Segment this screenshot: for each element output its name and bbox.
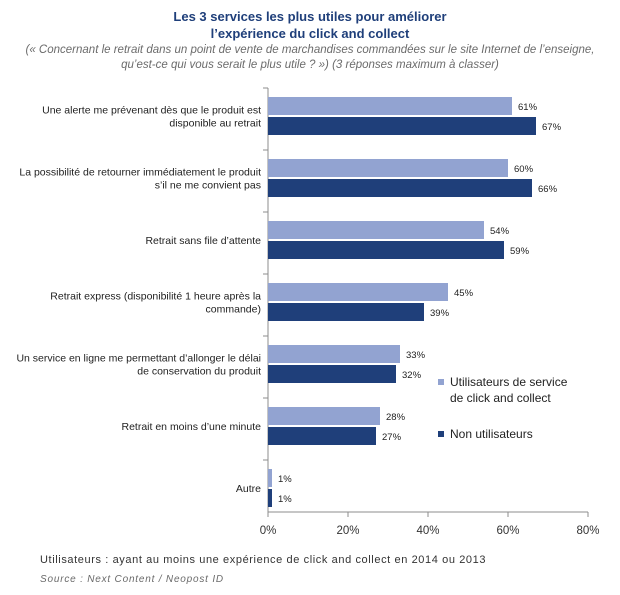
legend-label: Utilisateurs de service — [450, 375, 568, 389]
bar-users — [268, 469, 272, 487]
bar-non-users — [268, 117, 536, 135]
data-label: 60% — [514, 164, 534, 175]
data-label: 32% — [402, 370, 422, 381]
category-label: Retrait express (disponibilité 1 heure a… — [50, 291, 261, 303]
chart-title-line-2: l’expérience du click and collect — [210, 26, 410, 41]
data-label: 54% — [490, 226, 510, 237]
data-label: 39% — [430, 308, 450, 319]
data-label: 28% — [386, 412, 406, 423]
data-label: 67% — [542, 122, 562, 133]
legend-swatch — [438, 379, 444, 385]
category-label: commande) — [206, 304, 261, 316]
x-tick-label: 20% — [336, 525, 359, 537]
x-tick-label: 60% — [496, 525, 519, 537]
category-label: disponible au retrait — [169, 118, 261, 130]
bar-non-users — [268, 365, 396, 383]
chart-subtitle: (« Concernant le retrait dans un point d… — [10, 43, 610, 73]
category-label: Un service en ligne me permettant d’allo… — [16, 353, 261, 365]
bar-users — [268, 97, 512, 115]
footnote: Utilisateurs : ayant au moins une expéri… — [40, 554, 487, 566]
data-label: 66% — [538, 184, 558, 195]
bar-users — [268, 407, 380, 425]
category-label: La possibilité de retourner immédiatemen… — [19, 167, 261, 179]
data-label: 1% — [278, 494, 292, 505]
category-label: s’il ne me convient pas — [155, 180, 261, 192]
bar-non-users — [268, 489, 272, 507]
legend-label: Non utilisateurs — [450, 427, 533, 441]
data-label: 33% — [406, 350, 426, 361]
legend-label: de click and collect — [450, 391, 551, 405]
legend-swatch — [438, 431, 444, 437]
category-label: Retrait sans file d’attente — [145, 235, 261, 247]
data-label: 45% — [454, 288, 474, 299]
data-label: 61% — [518, 102, 538, 113]
data-label: 27% — [382, 432, 402, 443]
x-tick-label: 0% — [260, 525, 277, 537]
x-tick-label: 80% — [576, 525, 599, 537]
chart-title-line-1: Les 3 services les plus utiles pour amél… — [173, 9, 447, 24]
bar-non-users — [268, 303, 424, 321]
category-label: Retrait en moins d’une minute — [122, 421, 262, 433]
bar-users — [268, 345, 400, 363]
data-label: 1% — [278, 474, 292, 485]
bar-users — [268, 159, 508, 177]
category-label: Une alerte me prévenant dès que le produ… — [42, 105, 261, 117]
bar-non-users — [268, 241, 504, 259]
subtitle-line-2: qu’est-ce qui vous serait le plus utile … — [121, 59, 499, 71]
subtitle-line-1: (« Concernant le retrait dans un point d… — [25, 44, 595, 56]
bar-non-users — [268, 179, 532, 197]
bar-non-users — [268, 427, 376, 445]
category-label: de conservation du produit — [137, 366, 261, 378]
x-tick-label: 40% — [416, 525, 439, 537]
bar-users — [268, 221, 484, 239]
source-note: Source : Next Content / Neopost ID — [40, 574, 224, 585]
bar-chart: 0% 20% 40% 60% 80% Une alerte me prévenant dè… — [16, 87, 600, 537]
data-label: 59% — [510, 246, 530, 257]
category-label: Autre — [236, 483, 261, 495]
bar-users — [268, 283, 448, 301]
